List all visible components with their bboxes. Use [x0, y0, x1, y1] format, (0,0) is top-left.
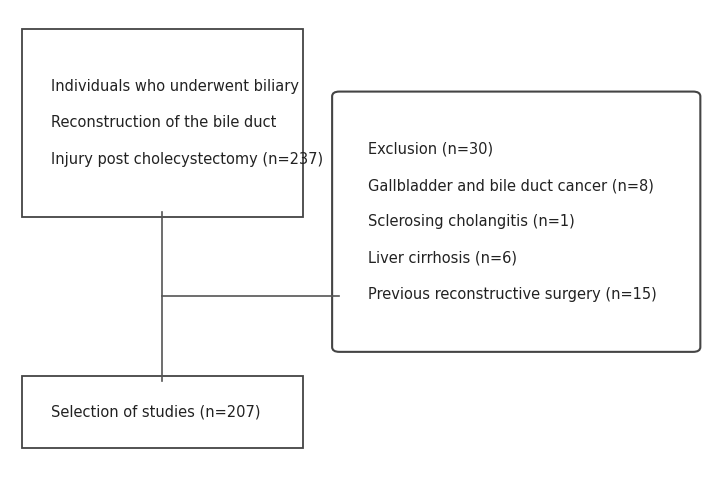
Text: Individuals who underwent biliary: Individuals who underwent biliary — [51, 79, 298, 94]
Text: Reconstruction of the bile duct: Reconstruction of the bile duct — [51, 115, 276, 131]
FancyBboxPatch shape — [22, 29, 303, 217]
Text: Exclusion (n=30): Exclusion (n=30) — [368, 142, 493, 157]
FancyBboxPatch shape — [22, 376, 303, 448]
Text: Sclerosing cholangitis (n=1): Sclerosing cholangitis (n=1) — [368, 214, 575, 229]
Text: Liver cirrhosis (n=6): Liver cirrhosis (n=6) — [368, 250, 517, 266]
Text: Gallbladder and bile duct cancer (n=8): Gallbladder and bile duct cancer (n=8) — [368, 178, 654, 193]
Text: Selection of studies (n=207): Selection of studies (n=207) — [51, 404, 260, 420]
FancyBboxPatch shape — [332, 92, 700, 352]
Text: Injury post cholecystectomy (n=237): Injury post cholecystectomy (n=237) — [51, 151, 323, 167]
Text: Previous reconstructive surgery (n=15): Previous reconstructive surgery (n=15) — [368, 286, 657, 302]
